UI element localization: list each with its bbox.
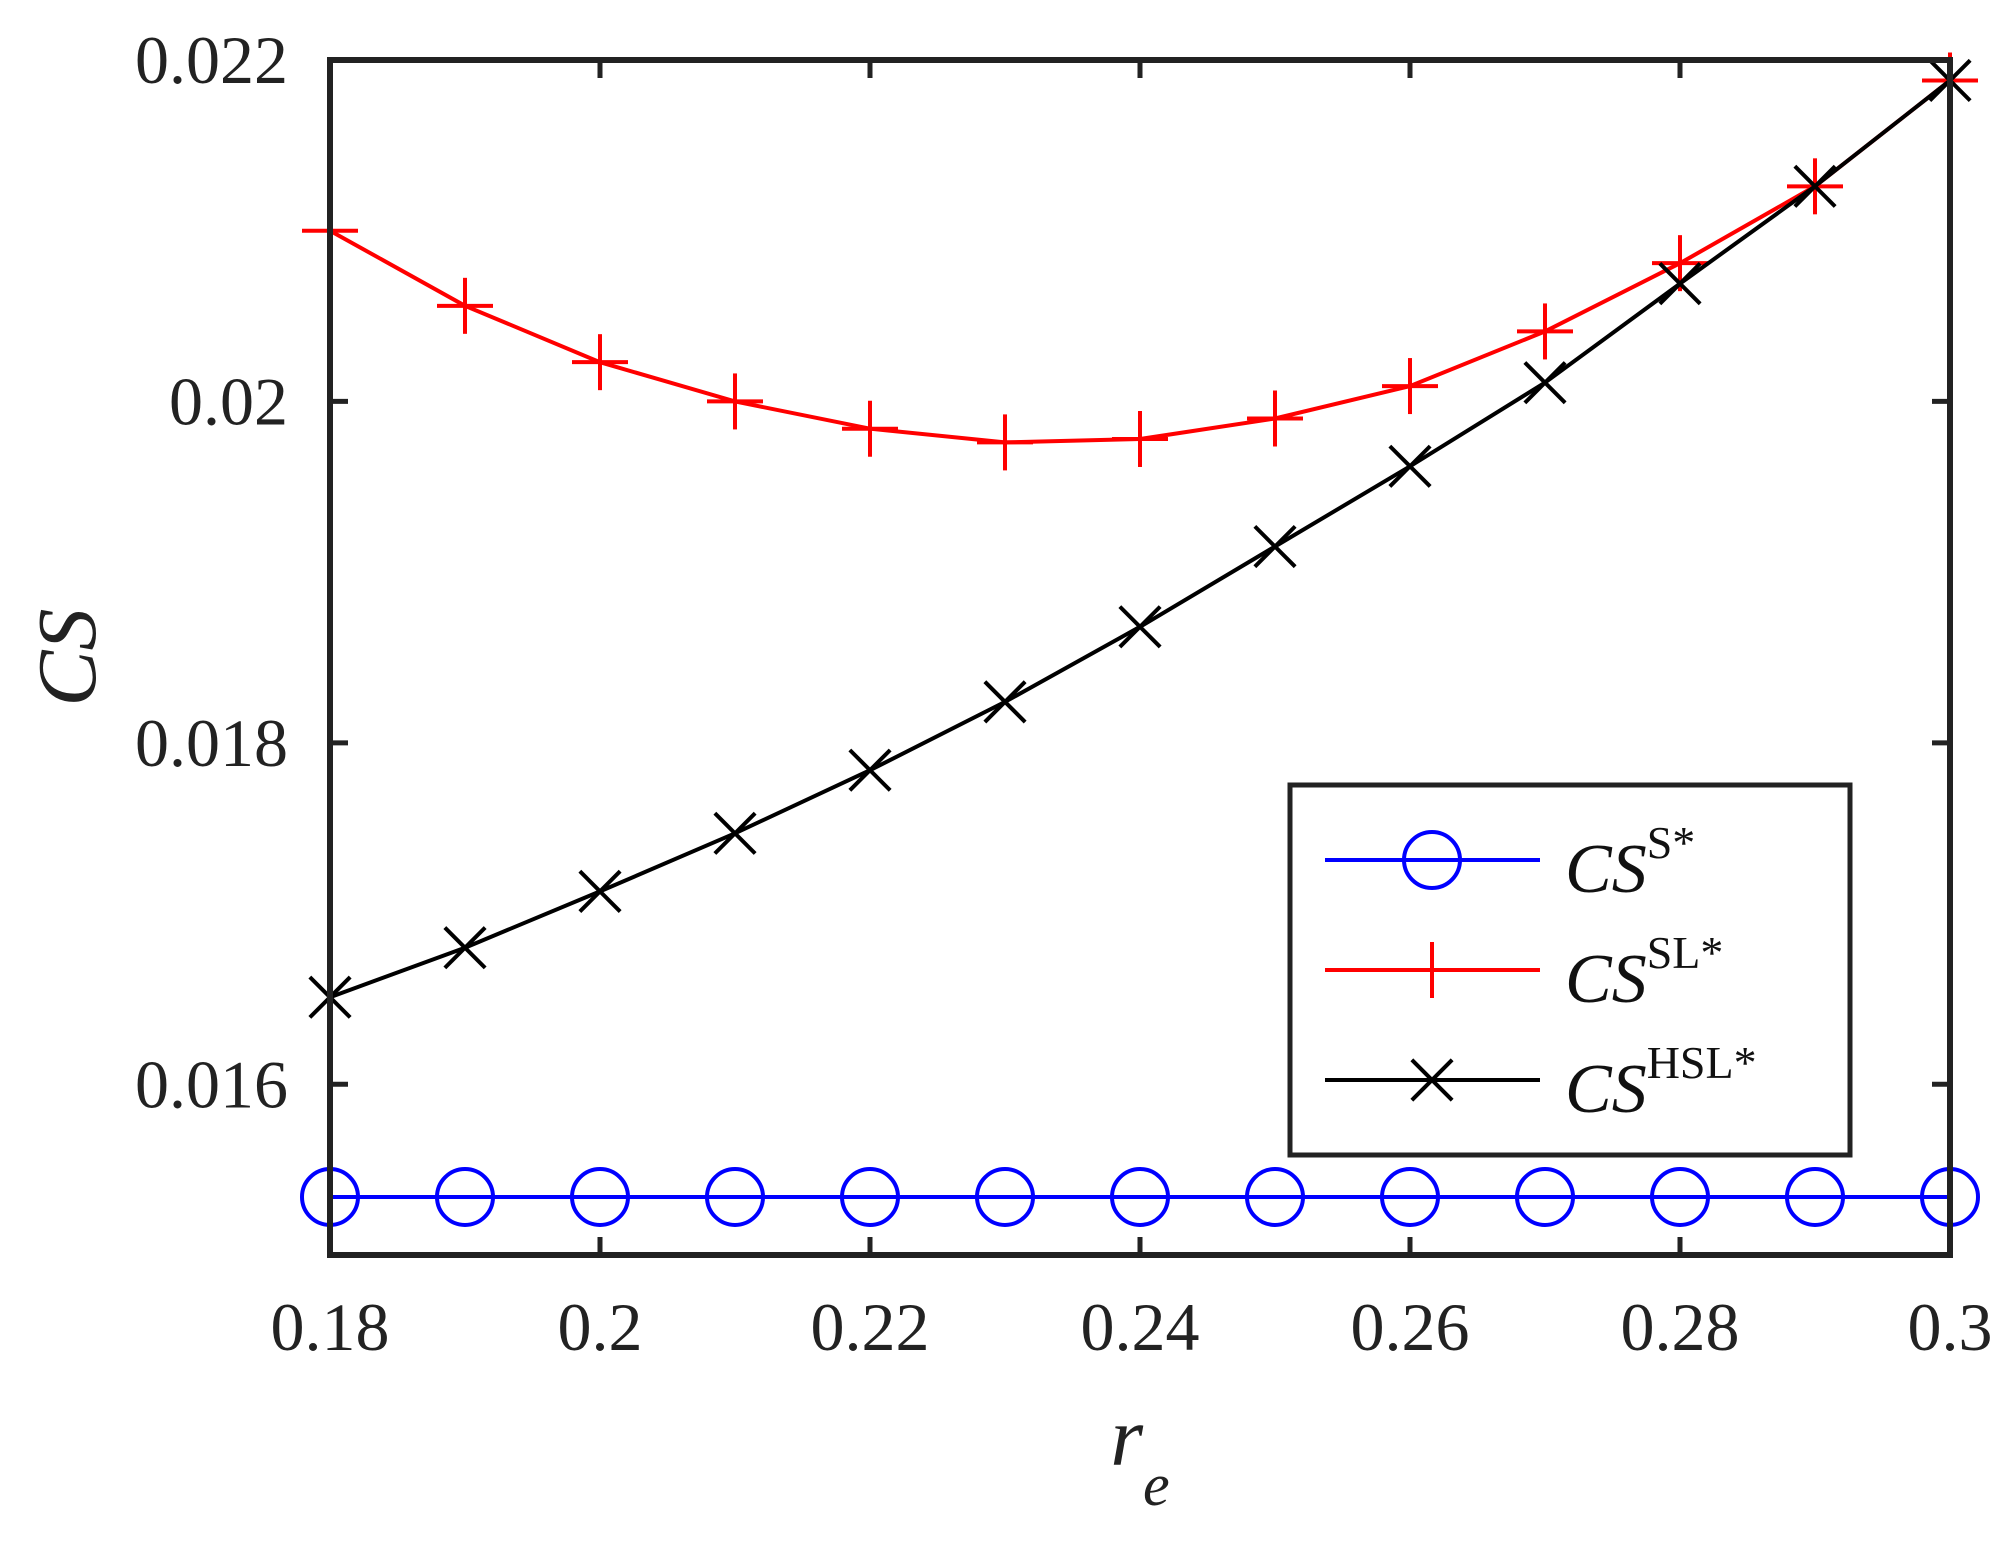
data-point [1793, 164, 1837, 208]
data-point [1247, 390, 1303, 447]
data-point [1650, 1166, 1710, 1227]
data-point [435, 1166, 495, 1227]
data-point [1523, 361, 1567, 405]
legend-label: CSS* [1565, 817, 1695, 908]
x-axis-label-subscript: e [1143, 1452, 1170, 1518]
legend-box [1287, 782, 1853, 1158]
y-tick-label: 0.016 [135, 1046, 288, 1122]
axes-frame [327, 57, 1953, 1258]
legend-label-superscript: S* [1647, 817, 1696, 868]
y-axis-label: CS [21, 608, 114, 706]
data-point [713, 811, 757, 855]
legend-label-superscript: SL* [1647, 927, 1724, 978]
series-x [308, 58, 1972, 1019]
data-point [1382, 358, 1438, 415]
data-point [443, 926, 487, 970]
data-point [983, 680, 1027, 724]
y-tick-label: 0.02 [169, 363, 288, 439]
ticks-layer: 0.18 0.2 0.22 0.24 0.26 0.28 0.3 0.016 0.018 0.02… [135, 22, 1993, 1365]
data-point [570, 1166, 630, 1227]
x-tick-label: 0.28 [1621, 1289, 1740, 1365]
x-tick-label: 0.24 [1081, 1289, 1200, 1365]
data-point [707, 373, 763, 430]
data-point [1253, 524, 1297, 569]
data-point [1658, 262, 1702, 306]
legend-item: CSS* [1325, 817, 1695, 908]
legend-item: CSSL* [1325, 927, 1723, 1018]
x-tick-label: 0.3 [1908, 1289, 1993, 1365]
legend-marker [1404, 942, 1460, 998]
data-point [840, 1166, 900, 1227]
data-point [578, 869, 622, 913]
legend-marker [1410, 1058, 1454, 1102]
data-point [572, 334, 628, 391]
data-point [1517, 303, 1573, 360]
y-tick-label: 0.022 [135, 22, 288, 98]
legend-label-superscript: HSL* [1647, 1037, 1757, 1088]
data-point [1112, 410, 1168, 467]
legend: CSS*CSSL*CSHSL* [1287, 782, 1853, 1158]
data-point [437, 277, 493, 334]
data-point [705, 1166, 765, 1227]
legend-label-main: CS [1565, 831, 1647, 908]
data-point [1785, 1166, 1845, 1227]
legend-items: CSS*CSSL*CSHSL* [1325, 817, 1757, 1128]
data-point [977, 414, 1033, 471]
x-tick-label: 0.18 [271, 1289, 390, 1365]
legend-item: CSHSL* [1325, 1037, 1757, 1128]
data-point [1118, 605, 1162, 649]
x-axis-label-main: r [1110, 1391, 1143, 1484]
data-point [1380, 1166, 1440, 1227]
data-point [975, 1166, 1035, 1227]
x-tick-label: 0.22 [811, 1289, 930, 1365]
x-tick-label: 0.2 [558, 1289, 643, 1365]
y-tick-label: 0.018 [135, 705, 288, 781]
legend-marker [1402, 830, 1462, 890]
data-point [842, 400, 898, 457]
x-tick-label: 0.26 [1351, 1289, 1470, 1365]
x-axis-label: re [1110, 1391, 1169, 1518]
legend-label-main: CS [1565, 1051, 1647, 1128]
data-point [1388, 444, 1432, 488]
data-point [1110, 1166, 1170, 1227]
data-point [848, 748, 892, 792]
legend-label: CSHSL* [1565, 1037, 1757, 1128]
legend-label: CSSL* [1565, 927, 1723, 1018]
data-point [1515, 1166, 1575, 1227]
data-point [1245, 1166, 1305, 1227]
legend-label-main: CS [1565, 941, 1647, 1018]
